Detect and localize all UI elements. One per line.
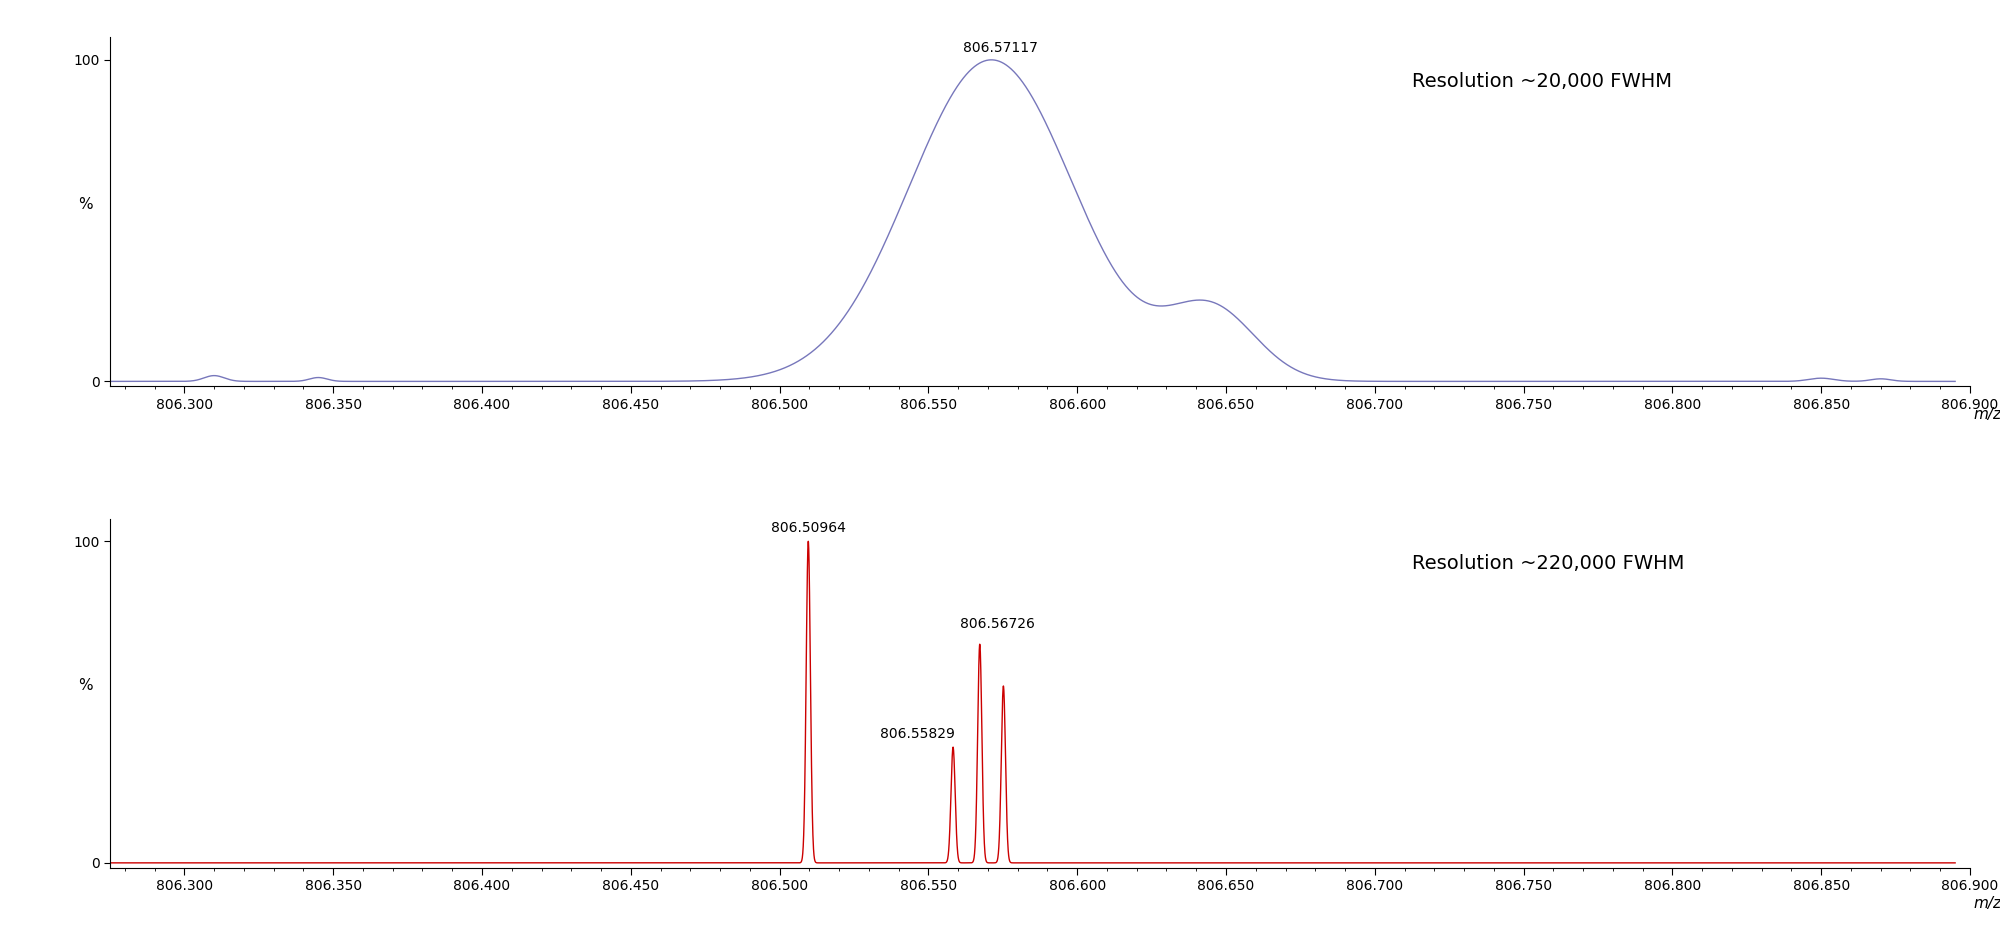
Text: 806.50964: 806.50964 [770,521,846,535]
Y-axis label: %: % [78,678,94,693]
Text: 806.57117: 806.57117 [962,41,1038,55]
Text: 806.55829: 806.55829 [880,727,954,741]
Text: Resolution ~20,000 FWHM: Resolution ~20,000 FWHM [1412,72,1672,91]
Text: Resolution ~220,000 FWHM: Resolution ~220,000 FWHM [1412,553,1684,573]
Text: 806.56726: 806.56726 [960,618,1036,632]
Y-axis label: %: % [78,197,94,212]
Text: m/z: m/z [1974,896,2000,911]
Text: m/z: m/z [1974,407,2000,422]
